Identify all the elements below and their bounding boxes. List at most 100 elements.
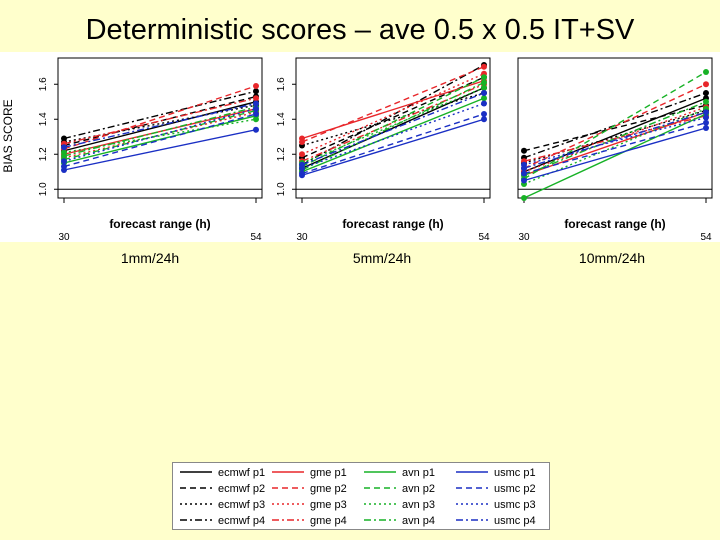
series-line	[523, 115, 707, 162]
series-line	[301, 102, 485, 169]
y-tick-label: 1.6	[38, 77, 49, 91]
series-point	[61, 153, 67, 159]
series-line	[63, 101, 257, 152]
x-tick-label: 30	[58, 232, 70, 243]
y-tick-label: 1.0	[38, 182, 49, 196]
series-point	[703, 98, 709, 105]
legend-label: usmc p4	[494, 515, 536, 527]
legend-label: usmc p3	[494, 499, 536, 511]
series-line	[63, 95, 257, 147]
series-line	[301, 83, 485, 162]
series-point	[253, 95, 259, 102]
series-line	[63, 90, 257, 140]
legend-label: gme p2	[310, 483, 347, 495]
series-point	[521, 170, 527, 177]
series-line	[63, 113, 257, 168]
legend-label: ecmwf p3	[218, 499, 265, 511]
series-point	[253, 83, 259, 89]
legend-label: avn p2	[402, 483, 435, 495]
legend-label: usmc p2	[494, 483, 536, 495]
series-line	[523, 106, 707, 173]
x-axis-label: forecast range (h)	[109, 217, 210, 231]
series-point	[481, 111, 487, 117]
series-line	[301, 92, 485, 147]
series-point	[703, 90, 709, 96]
series-point	[521, 165, 527, 172]
y-tick-label: 1.0	[276, 182, 287, 196]
series-point	[481, 84, 487, 91]
series-line	[63, 108, 257, 155]
series-point	[61, 144, 67, 151]
legend-label: avn p1	[402, 467, 435, 479]
legend-label: avn p4	[402, 515, 435, 527]
series-line	[63, 106, 257, 157]
series-point	[253, 100, 259, 107]
legend-label: gme p1	[310, 467, 347, 479]
panel-caption-1: 1mm/24h	[120, 250, 180, 266]
series-line	[301, 113, 485, 175]
x-tick-label: 54	[250, 232, 262, 243]
x-tick-label: 30	[518, 232, 530, 243]
panel-2: 1.0 1.2 1.4 1.6 30 54 forecast range (h)	[276, 57, 491, 243]
series-point	[703, 114, 709, 121]
bias-score-plots: 1.0 1.2 1.4 1.6 BIAS SCORE 30 54 forecast range…	[0, 52, 720, 243]
series-line	[523, 127, 707, 182]
panel-caption-3: 10mm/24h	[578, 250, 646, 266]
panel-frame	[517, 57, 713, 199]
series-line	[301, 97, 485, 173]
series-line	[301, 92, 485, 166]
series-point	[703, 109, 709, 116]
series-point	[61, 135, 67, 142]
x-axis-label: forecast range (h)	[564, 217, 665, 231]
y-tick-label: 1.2	[276, 147, 287, 161]
series-line	[523, 104, 707, 152]
series-point	[481, 90, 487, 96]
y-tick-label: 1.4	[38, 112, 49, 126]
series-point	[61, 158, 67, 165]
series-point	[253, 105, 259, 112]
series-point	[521, 195, 527, 201]
y-tick-label: 1.2	[38, 147, 49, 161]
legend-label: ecmwf p2	[218, 483, 265, 495]
x-tick-label: 54	[700, 232, 712, 243]
series-line	[523, 111, 707, 169]
legend-label: avn p3	[402, 499, 435, 511]
series-line	[301, 73, 485, 155]
series-point	[299, 170, 305, 177]
legend-label: gme p4	[310, 515, 347, 527]
slide-title: Deterministic scores – ave 0.5 x 0.5 IT+…	[85, 14, 635, 46]
series-point	[481, 100, 487, 107]
series-line	[523, 122, 707, 175]
series-line	[301, 66, 485, 143]
series-point	[299, 161, 305, 168]
series-line	[523, 71, 707, 180]
legend-label: usmc p1	[494, 467, 536, 479]
x-axis-label: forecast range (h)	[342, 217, 443, 231]
x-tick-label: 54	[478, 232, 490, 243]
panel-caption-2: 5mm/24h	[352, 250, 412, 266]
series-point	[253, 111, 259, 117]
series-line	[63, 109, 257, 161]
series-line	[523, 101, 707, 176]
series-point	[703, 69, 709, 75]
series-line	[301, 118, 485, 176]
series-point	[481, 95, 487, 102]
series-line	[301, 76, 485, 168]
legend: ecmwf p1 ecmwf p2 ecmwf p3 ecmwf p4 gme p1 gm…	[172, 462, 550, 530]
series-line	[523, 116, 707, 166]
legend-label: gme p3	[310, 499, 347, 511]
y-tick-label: 1.6	[276, 77, 287, 91]
legend-label: ecmwf p1	[218, 467, 265, 479]
series-point	[61, 163, 67, 170]
series-point	[481, 74, 487, 81]
series-line	[63, 97, 257, 145]
series-point	[299, 139, 305, 145]
series-line	[63, 108, 257, 162]
series-point	[703, 81, 709, 88]
series-point	[481, 79, 487, 86]
series-point	[253, 88, 259, 95]
series-point	[481, 116, 487, 123]
series-point	[481, 63, 487, 70]
panel-1: 1.0 1.2 1.4 1.6 BIAS SCORE 30 54 forecast range…	[1, 57, 263, 243]
series-point	[299, 151, 305, 158]
